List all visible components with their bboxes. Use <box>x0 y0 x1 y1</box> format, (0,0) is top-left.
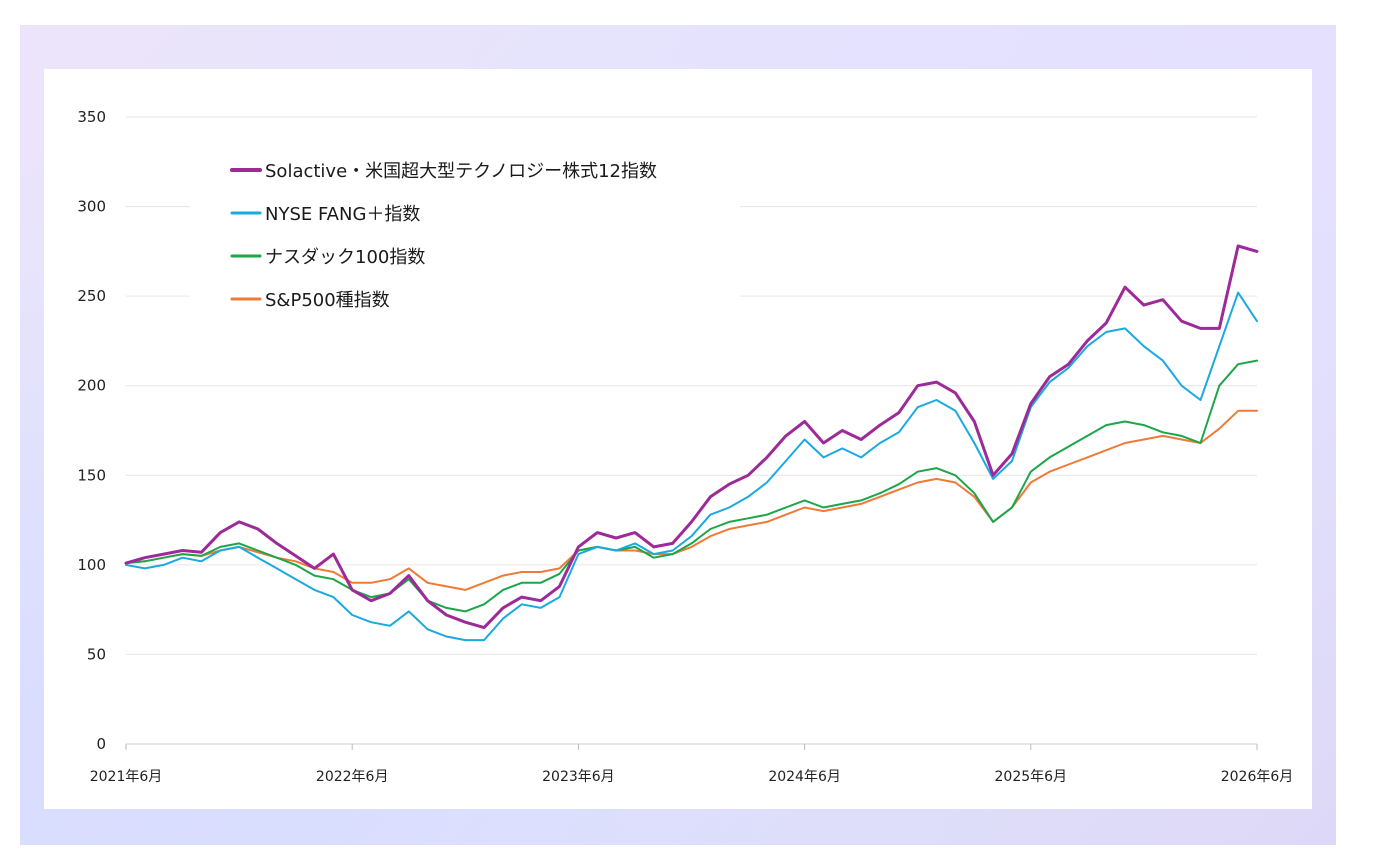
y-tick-label: 250 <box>77 287 106 305</box>
legend-label: Solactive・米国超大型テクノロジー株式12指数 <box>265 161 657 182</box>
legend-label: NYSE FANG＋指数 <box>265 204 420 225</box>
series-line <box>124 244 1259 630</box>
x-tick-label: 2026年6月 <box>1221 769 1294 785</box>
x-axis: 2021年6月 2022年6月 2023年6月 2024年6月 2025年6月 2026年… <box>90 744 1294 785</box>
y-tick-label: 200 <box>77 377 106 395</box>
legend-label: S&P500種指数 <box>265 290 390 311</box>
x-tick-label: 2023年6月 <box>542 769 615 785</box>
series-line <box>125 409 1258 591</box>
legend-background <box>190 151 740 301</box>
chart-card: 0 50 100 150 200 250 300 350 2021年6月 2022年6月 2023… <box>44 69 1312 809</box>
y-tick-label: 100 <box>77 556 106 574</box>
y-tick-label: 300 <box>77 198 106 216</box>
y-tick-label: 50 <box>87 645 106 663</box>
x-tick-label: 2022年6月 <box>316 769 389 785</box>
line-chart: 0 50 100 150 200 250 300 350 2021年6月 2022年6月 2023… <box>77 108 1294 785</box>
series-lines <box>124 244 1259 642</box>
y-tick-label: 350 <box>77 108 106 126</box>
series-line <box>125 359 1258 613</box>
legend: Solactive・米国超大型テクノロジー株式12指数 NYSE FANG＋指数ナ… <box>190 151 740 311</box>
x-tick-label: 2025年6月 <box>995 769 1068 785</box>
y-axis: 0 50 100 150 200 250 300 350 <box>77 108 106 753</box>
series-line <box>125 291 1258 642</box>
y-tick-label: 150 <box>77 466 106 484</box>
y-tick-label: 0 <box>96 735 106 753</box>
legend-label: ナスダック100指数 <box>265 247 425 268</box>
x-tick-label: 2021年6月 <box>90 769 163 785</box>
x-tick-label: 2024年6月 <box>768 769 841 785</box>
